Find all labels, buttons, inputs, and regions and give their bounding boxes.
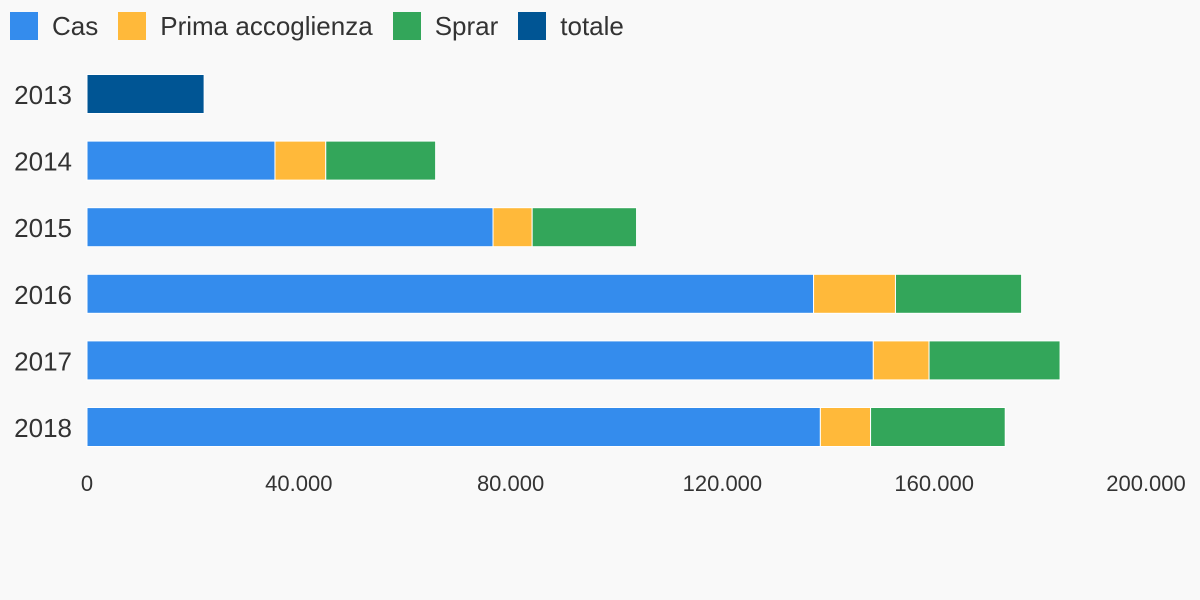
- y-tick-label: 2015: [14, 213, 72, 243]
- bar-segment: [86, 340, 874, 381]
- legend-label: Cas: [52, 10, 99, 41]
- y-tick-label: 2018: [14, 413, 72, 443]
- legend-swatch: [392, 12, 421, 40]
- bar-segment: [492, 207, 533, 248]
- y-tick-label: 2017: [14, 346, 72, 376]
- y-tick-label: 2013: [14, 80, 72, 110]
- bar-segment: [928, 340, 1061, 381]
- bar-segment: [274, 140, 327, 181]
- legend-label: Prima accoglienza: [160, 10, 373, 41]
- x-tick-label: 0: [81, 471, 93, 496]
- bar-segment: [872, 340, 930, 381]
- legend-label: Sprar: [434, 10, 499, 41]
- x-tick-label: 160.000: [894, 471, 974, 496]
- bar-segment: [86, 407, 821, 447]
- legend-swatch: [518, 12, 547, 40]
- chart-legend: Cas Prima accoglienza Sprar totale: [10, 8, 644, 44]
- x-tick-label: 80.000: [477, 471, 544, 496]
- bar-segment: [894, 273, 1023, 314]
- legend-item: Sprar: [392, 10, 499, 42]
- bar-segment: [86, 273, 815, 314]
- bar-segment: [531, 207, 638, 248]
- x-tick-label: 40.000: [265, 471, 332, 496]
- legend-item: Prima accoglienza: [118, 10, 373, 42]
- bar-segment: [813, 273, 896, 314]
- bar-segment: [325, 140, 437, 181]
- bar-segment: [86, 207, 494, 248]
- x-tick-label: 200.000: [1106, 471, 1186, 496]
- bar-segment: [86, 140, 276, 181]
- legend-swatch: [10, 12, 38, 40]
- y-tick-label: 2016: [14, 280, 72, 310]
- legend-item: totale: [518, 11, 624, 42]
- x-tick-label: 120.000: [683, 471, 763, 496]
- legend-label: totale: [560, 10, 624, 41]
- bar-segment: [870, 407, 1006, 447]
- legend-swatch: [118, 12, 147, 40]
- bar-segment: [86, 74, 205, 114]
- legend-item: Cas: [10, 11, 98, 42]
- bar-segment: [819, 407, 872, 447]
- y-tick-label: 2014: [14, 147, 72, 177]
